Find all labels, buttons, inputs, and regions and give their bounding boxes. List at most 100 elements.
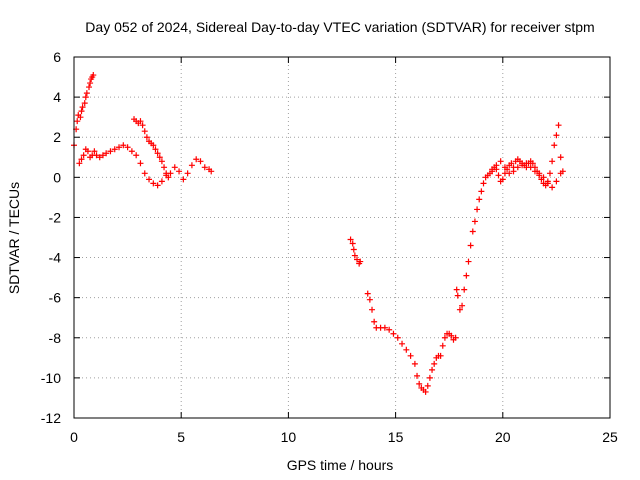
series-stpm-arc-5	[364, 290, 459, 395]
data-point	[407, 352, 414, 359]
data-point	[403, 346, 410, 353]
data-point	[426, 374, 433, 381]
data-point	[369, 306, 376, 313]
grid-lines	[74, 57, 610, 418]
data-point	[156, 154, 163, 161]
data-point	[78, 108, 85, 115]
data-point	[141, 170, 148, 177]
series-stpm-arc-4	[347, 236, 364, 267]
data-point	[193, 156, 200, 163]
data-point	[551, 142, 558, 149]
data-point	[165, 174, 172, 181]
data-point	[454, 292, 461, 299]
x-tick-label: 10	[281, 429, 297, 445]
y-tick-label: 2	[53, 129, 61, 145]
y-tick-label: -8	[49, 330, 62, 346]
data-point	[163, 170, 170, 177]
data-point	[84, 148, 91, 155]
data-point	[76, 160, 83, 167]
data-point	[437, 352, 444, 359]
data-point	[501, 164, 508, 171]
data-point	[422, 388, 429, 395]
data-point	[90, 72, 97, 79]
data-point	[523, 160, 530, 167]
data-point	[431, 360, 438, 367]
data-point	[116, 144, 123, 151]
data-point	[480, 180, 487, 187]
data-point	[128, 148, 135, 155]
data-point	[87, 80, 94, 87]
data-point	[478, 188, 485, 195]
data-point	[139, 122, 146, 129]
data-point	[386, 326, 393, 333]
data-point	[201, 164, 208, 171]
data-point	[499, 176, 506, 183]
y-tick-label: -2	[49, 209, 62, 225]
data-point	[529, 160, 536, 167]
data-point	[456, 306, 463, 313]
y-tick-label: 6	[53, 49, 61, 65]
data-point	[137, 160, 144, 167]
y-tick-label: 0	[53, 169, 61, 185]
data-point	[86, 84, 93, 91]
x-axis-label: GPS time / hours	[287, 457, 394, 473]
data-point	[78, 156, 85, 163]
data-point	[411, 360, 418, 367]
data-point	[152, 146, 159, 153]
x-tick-label: 15	[388, 429, 404, 445]
data-point	[429, 366, 436, 373]
data-point	[553, 132, 560, 139]
data-point	[154, 182, 161, 189]
data-point	[103, 150, 110, 157]
data-point	[540, 174, 547, 181]
data-point	[188, 162, 195, 169]
axis-ticks: 0 5 10 15 20 25 -12 -10 -8 -6 -4 -2 0 2 4 6	[41, 49, 618, 445]
data-point	[80, 152, 87, 159]
data-point	[549, 158, 556, 165]
y-axis-label: SDTVAR / TECUs	[6, 182, 22, 294]
data-point	[184, 170, 191, 177]
data-point	[553, 178, 560, 185]
data-point	[79, 104, 86, 111]
data-point	[461, 286, 468, 293]
data-point	[452, 334, 459, 341]
data-point	[77, 114, 84, 121]
y-tick-label: -12	[41, 410, 61, 426]
data-point	[557, 170, 564, 177]
data-point	[527, 164, 534, 171]
y-tick-label: -10	[41, 370, 61, 386]
data-point	[176, 168, 183, 175]
data-point	[469, 228, 476, 235]
y-tick-label: -4	[49, 250, 62, 266]
data-point	[474, 206, 481, 213]
data-point	[137, 118, 144, 125]
data-point	[141, 128, 148, 135]
chart-title: Day 052 of 2024, Sidereal Day-to-day VTE…	[85, 19, 594, 35]
series-stpm-arc-2	[76, 142, 215, 189]
data-point	[555, 122, 562, 129]
data-point	[414, 372, 421, 379]
data-point	[489, 166, 496, 173]
data-point	[508, 160, 515, 167]
data-point	[399, 340, 406, 347]
data-point	[366, 296, 373, 303]
data-point	[364, 290, 371, 297]
data-point	[124, 144, 131, 151]
data-point	[154, 150, 161, 157]
data-point	[394, 334, 401, 341]
data-point	[120, 142, 127, 149]
data-point	[158, 158, 165, 165]
data-point	[111, 146, 118, 153]
data-point	[133, 152, 140, 159]
data-point	[531, 168, 538, 175]
data-point	[476, 196, 483, 203]
data-point	[150, 180, 157, 187]
data-point	[351, 252, 358, 259]
data-point	[93, 152, 100, 159]
data-point	[510, 168, 517, 175]
data-point	[471, 218, 478, 225]
y-tick-label: 4	[53, 89, 61, 105]
data-point	[371, 318, 378, 325]
data-point	[536, 170, 543, 177]
